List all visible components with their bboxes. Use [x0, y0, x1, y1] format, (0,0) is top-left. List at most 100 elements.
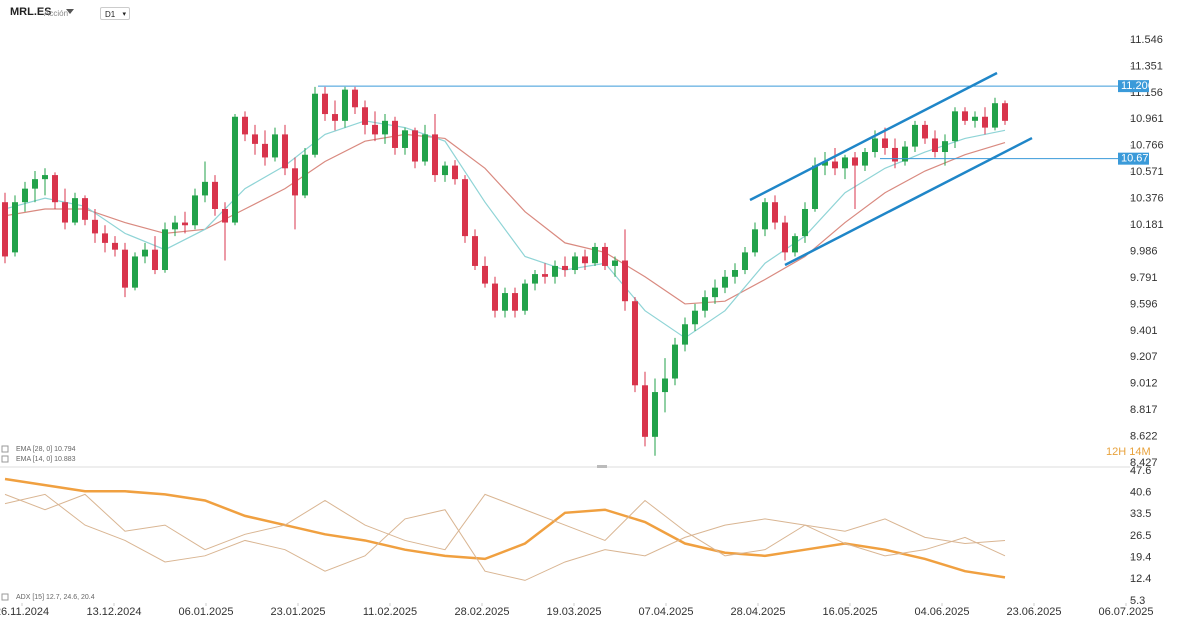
- y-tick-label: 8.427: [1130, 457, 1158, 469]
- candle-body: [542, 274, 548, 277]
- asset-type[interactable]: Acción: [44, 9, 69, 18]
- x-tick-label: 06.07.2025: [1098, 606, 1153, 618]
- price-level-tag: [1118, 80, 1149, 93]
- candle-body: [932, 138, 938, 153]
- candle-body: [622, 260, 628, 302]
- x-tick-label: 23.01.2025: [270, 606, 325, 618]
- candle-body: [492, 283, 498, 311]
- x-tick-label: 23.06.2025: [1006, 606, 1061, 618]
- y-tick-label: 11.546: [1130, 34, 1163, 46]
- candle-body: [272, 134, 278, 158]
- candle-body: [882, 138, 888, 148]
- candle-body: [942, 141, 948, 153]
- candle-body: [742, 252, 748, 271]
- timeframe-select[interactable]: D1 ▾: [100, 7, 130, 20]
- y2-tick-label: 19.4: [1130, 552, 1151, 564]
- candle-body: [472, 236, 478, 266]
- candle-body: [282, 134, 288, 169]
- candle-body: [662, 378, 668, 393]
- panel-resize-handle: [597, 465, 607, 468]
- candle-body: [412, 130, 418, 162]
- candle-body: [242, 116, 248, 135]
- candle-body: [342, 89, 348, 121]
- dropdown-arrow[interactable]: [66, 9, 74, 15]
- candle-body: [872, 138, 878, 153]
- candle-body: [602, 246, 608, 266]
- ema-line: [4, 133, 1006, 305]
- candle-body: [632, 301, 638, 386]
- candle-body: [212, 181, 218, 209]
- indicator-line: [4, 477, 1006, 579]
- candle-body: [152, 249, 158, 271]
- y-tick-label: 9.596: [1130, 298, 1158, 310]
- x-tick-label: 13.12.2024: [86, 606, 141, 618]
- candle-body: [772, 202, 778, 223]
- trend-line: [749, 71, 998, 202]
- price-level-tag: [1118, 152, 1149, 165]
- candle-body: [262, 143, 268, 158]
- candle-body: [982, 116, 988, 128]
- candle-body: [352, 89, 358, 108]
- candle-body: [552, 265, 558, 277]
- timeframe: D1: [105, 10, 116, 19]
- candle-body: [32, 179, 38, 189]
- candle-body: [852, 157, 858, 166]
- candle-body: [502, 293, 508, 311]
- candle-body: [702, 297, 708, 311]
- y-tick-label: 9.986: [1130, 245, 1158, 257]
- candle-body: [842, 157, 848, 169]
- candle-body: [792, 236, 798, 253]
- candle-body: [962, 111, 968, 121]
- candle-body: [722, 276, 728, 288]
- legend-entry: EMA [14, 0] 10.883: [16, 456, 76, 463]
- candle-body: [922, 124, 928, 139]
- candle-body: [992, 103, 998, 128]
- candle-body: [462, 179, 468, 237]
- candle-body: [362, 107, 368, 125]
- candle-body: [192, 195, 198, 226]
- candle-body: [222, 208, 228, 223]
- y-tick-label: 9.207: [1130, 351, 1158, 363]
- legend-icon: [1, 455, 9, 463]
- candle-body: [812, 165, 818, 209]
- candle-body: [682, 324, 688, 345]
- indicator-line: [4, 493, 1006, 581]
- x-tick-label: 04.06.2025: [914, 606, 969, 618]
- y2-tick-label: 26.5: [1130, 530, 1151, 542]
- candle-body: [592, 246, 598, 264]
- price-level-label: 10.671: [1121, 153, 1155, 165]
- candle-body: [912, 124, 918, 147]
- y2-tick-label: 47.6: [1130, 465, 1151, 477]
- legend-icon: [1, 593, 9, 601]
- y-tick-label: 10.766: [1130, 140, 1164, 152]
- y-tick-label: 10.181: [1130, 219, 1164, 231]
- candle-body: [12, 202, 18, 253]
- candle-body: [452, 165, 458, 180]
- candle-body: [92, 219, 98, 234]
- candle-body: [692, 310, 698, 325]
- candle-body: [142, 249, 148, 257]
- candle-body: [252, 134, 258, 144]
- candle-body: [232, 116, 238, 223]
- candle-body: [22, 188, 28, 203]
- candle-body: [712, 287, 718, 298]
- candle-body: [652, 392, 658, 437]
- indicator-line: [4, 493, 1006, 557]
- candle-body: [582, 256, 588, 264]
- candle-body: [822, 161, 828, 166]
- legend-icon: [1, 445, 9, 453]
- candle-body: [892, 147, 898, 162]
- candle-body: [392, 120, 398, 148]
- x-tick-label: 28.02.2025: [454, 606, 509, 618]
- candle-body: [402, 130, 408, 148]
- candle-body: [202, 181, 208, 196]
- x-tick-label: 06.01.2025: [178, 606, 233, 618]
- candle-body: [52, 175, 58, 203]
- trend-line: [784, 136, 1033, 267]
- candle-body: [72, 198, 78, 223]
- candle-body: [902, 146, 908, 162]
- y2-tick-label: 40.6: [1130, 486, 1151, 498]
- candle-body: [322, 93, 328, 115]
- candle-body: [562, 265, 568, 271]
